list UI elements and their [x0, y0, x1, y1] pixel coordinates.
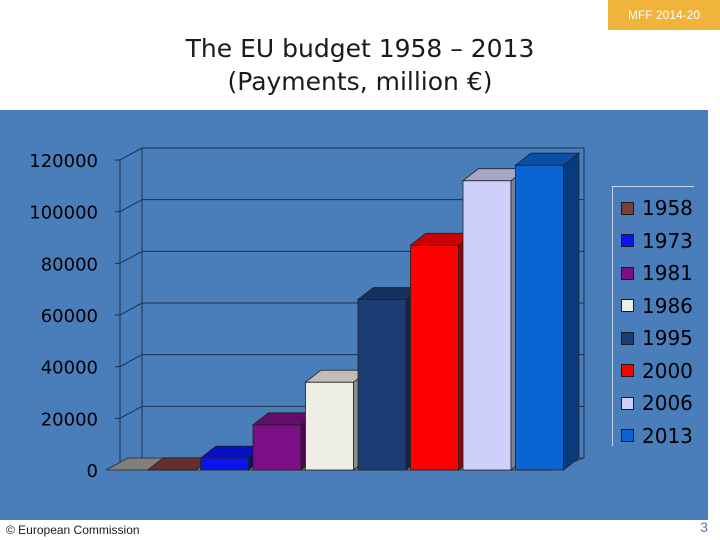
gridline-diagonal	[119, 302, 143, 316]
y-tick-label: 20000	[41, 409, 98, 430]
legend-swatch	[621, 331, 634, 345]
y-tick-label: 60000	[41, 306, 98, 327]
legend-label: 1986	[642, 293, 693, 318]
title-line-1: The EU budget 1958 – 2013	[185, 34, 535, 63]
legend-label: 2013	[642, 423, 693, 448]
legend-item: 2006	[613, 387, 694, 420]
bar-2013	[515, 164, 564, 471]
legend-item: 1958	[613, 192, 694, 225]
legend-item: 2013	[613, 420, 694, 453]
legend-item: 1981	[613, 257, 694, 290]
gridline-diagonal	[119, 147, 143, 161]
legend-label: 1995	[642, 326, 693, 351]
bar-side-2013	[563, 152, 580, 471]
legend-swatch	[621, 201, 634, 215]
title-line-2: (Payments, million €)	[227, 67, 493, 96]
gridline-diagonal	[119, 199, 143, 213]
gridline-diagonal	[119, 405, 143, 419]
bar-1981	[252, 424, 302, 471]
bar-1973	[200, 457, 249, 471]
gridline-diagonal	[119, 354, 143, 368]
chart-legend: 1958 1973 1981 1986 1995 2000 2006 2013	[612, 186, 694, 448]
legend-swatch	[621, 429, 634, 443]
bar-2000	[410, 244, 459, 471]
legend-label: 1958	[642, 196, 693, 221]
legend-label: 2000	[642, 358, 693, 383]
legend-item: 1986	[613, 290, 694, 323]
y-tick-label: 80000	[41, 254, 98, 275]
bar-2006	[462, 180, 512, 471]
legend-swatch	[621, 396, 634, 410]
legend-swatch	[621, 299, 634, 313]
bar-top-2013	[514, 152, 581, 166]
bar-chart: 0 20000 40000 60000 80000 100000 120000	[29, 147, 585, 482]
legend-swatch	[621, 364, 634, 378]
y-tick-label: 100000	[29, 203, 98, 224]
mff-badge: MFF 2014-20	[608, 0, 720, 30]
y-tick-label: 0	[87, 461, 98, 482]
chart-panel: 0 20000 40000 60000 80000 100000 120000 1958 19…	[0, 110, 708, 520]
y-tick-label: 120000	[29, 151, 98, 172]
legend-label: 2006	[642, 391, 693, 416]
y-tick-label: 40000	[41, 358, 98, 379]
legend-item: 1973	[613, 225, 694, 258]
legend-item: 2000	[613, 355, 694, 388]
legend-label: 1973	[642, 228, 693, 253]
bar-1986	[305, 381, 354, 471]
copyright-footer: © European Commission	[6, 523, 140, 537]
page-title: The EU budget 1958 – 2013 (Payments, mil…	[120, 32, 600, 98]
legend-swatch	[621, 234, 634, 248]
page-number: 3	[700, 519, 708, 535]
bar-1995	[357, 299, 407, 471]
legend-swatch	[621, 266, 634, 280]
gridline-diagonal	[119, 250, 143, 264]
legend-label: 1981	[642, 261, 693, 286]
legend-item: 1995	[613, 322, 694, 355]
